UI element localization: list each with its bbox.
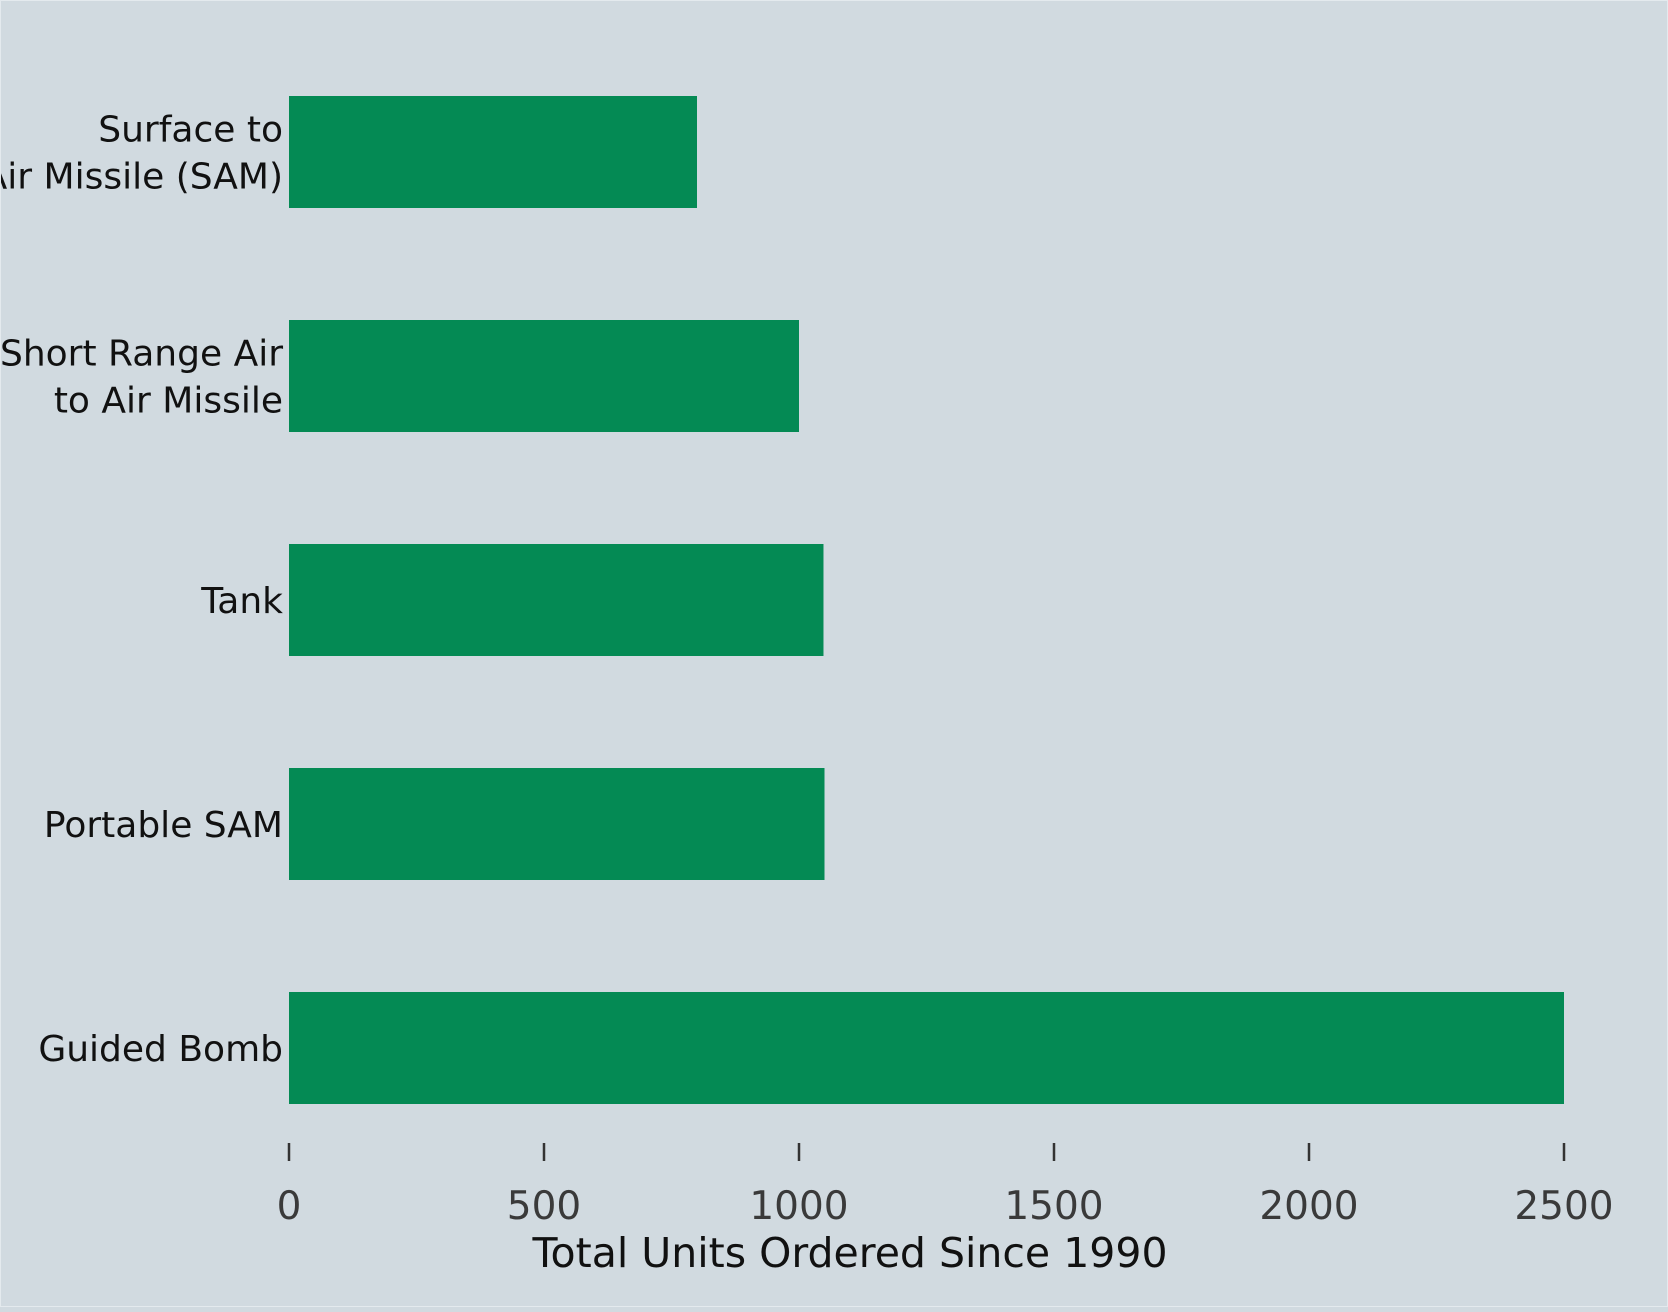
y-tick-label-line: to Air Missile xyxy=(54,380,283,421)
x-axis-title: Total Units Ordered Since 1990 xyxy=(531,1229,1167,1277)
y-tick-label-line: Portable SAM xyxy=(44,805,283,846)
y-tick-label: Guided Bomb xyxy=(38,1029,283,1070)
x-tick-label: 2000 xyxy=(1259,1184,1358,1229)
x-tick-label: 1000 xyxy=(749,1184,848,1229)
x-tick-label: 0 xyxy=(277,1184,302,1229)
y-tick-label-line: Tank xyxy=(200,581,283,622)
y-tick-label-line: Short Range Air xyxy=(1,333,283,374)
y-tick-label: Short Range Air to Air Missile xyxy=(1,333,283,421)
bar xyxy=(289,544,824,656)
y-tick-label: Surface to Air Missile (SAM) xyxy=(1,109,283,197)
y-tick-label-line: Guided Bomb xyxy=(38,1029,283,1070)
bar xyxy=(289,992,1564,1104)
bar xyxy=(289,320,799,432)
y-axis-labels: Surface to Air Missile (SAM) Short Range A… xyxy=(0,109,283,1070)
x-tick-label: 500 xyxy=(507,1184,581,1229)
y-tick-label-line: Air Missile (SAM) xyxy=(1,156,283,197)
x-tick-label: 1500 xyxy=(1004,1184,1103,1229)
y-tick-label-line: Surface to xyxy=(98,109,283,150)
x-tick-label: 2500 xyxy=(1514,1184,1613,1229)
x-axis: 0 500 1000 1500 2000 2500 xyxy=(277,1143,1614,1229)
bar xyxy=(289,96,697,208)
bar xyxy=(289,768,825,880)
y-tick-label: Tank xyxy=(200,581,283,622)
y-tick-label: Portable SAM xyxy=(44,805,283,846)
bars xyxy=(289,96,1564,1104)
